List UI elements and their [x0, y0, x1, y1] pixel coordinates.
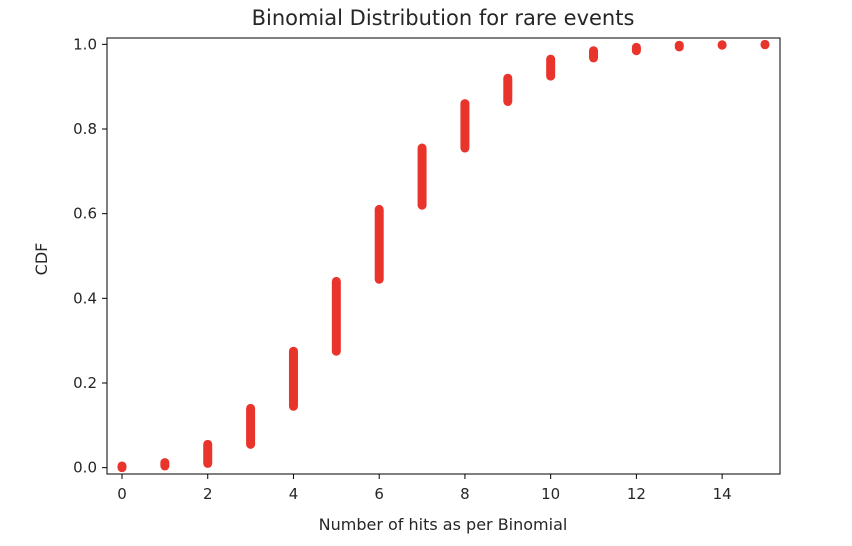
x-tick-label: 14: [713, 485, 732, 503]
data-point-column-x14: [717, 40, 727, 50]
x-tick-label: 4: [289, 485, 299, 503]
x-axis-label: Number of hits as per Binomial: [319, 515, 568, 534]
plot-area-frame: [106, 37, 781, 475]
data-point-column-x5: [331, 276, 341, 356]
data-point-column-x1: [160, 458, 170, 471]
data-point-column-x3: [246, 403, 256, 449]
data-point-column-x10: [546, 54, 556, 81]
data-point-column-x9: [503, 73, 513, 106]
data-point-column-x4: [288, 346, 298, 411]
x-tick-label: 12: [627, 485, 646, 503]
data-point-column-x15: [760, 39, 770, 50]
chart-title: Binomial Distribution for rare events: [252, 6, 635, 30]
data-point-column-x8: [460, 99, 470, 153]
data-point-column-x13: [674, 40, 684, 52]
x-tick-label: 10: [541, 485, 560, 503]
data-point-column-x11: [589, 46, 599, 63]
y-tick-label: 1.0: [73, 35, 97, 53]
data-points: [117, 39, 770, 473]
y-axis-label: CDF: [32, 243, 51, 276]
data-point-column-x7: [417, 143, 427, 210]
y-tick-label: 0.6: [73, 205, 97, 223]
x-tick-label: 6: [374, 485, 384, 503]
ticks-layer: 0 2 4 6 8 10 12 14 0.0 0.2 0.4 0.6 0.8 1.0: [73, 35, 732, 503]
data-point-column-x0: [117, 461, 127, 473]
data-point-column-x6: [374, 204, 384, 284]
y-tick-label: 0.2: [73, 374, 97, 392]
y-tick-label: 0.0: [73, 459, 97, 477]
data-point-column-x12: [631, 42, 641, 56]
y-tick-label: 0.4: [73, 289, 97, 307]
x-tick-label: 8: [460, 485, 470, 503]
x-tick-label: 0: [117, 485, 127, 503]
data-point-column-x2: [203, 439, 213, 468]
x-tick-label: 2: [203, 485, 213, 503]
y-tick-label: 0.8: [73, 120, 97, 138]
